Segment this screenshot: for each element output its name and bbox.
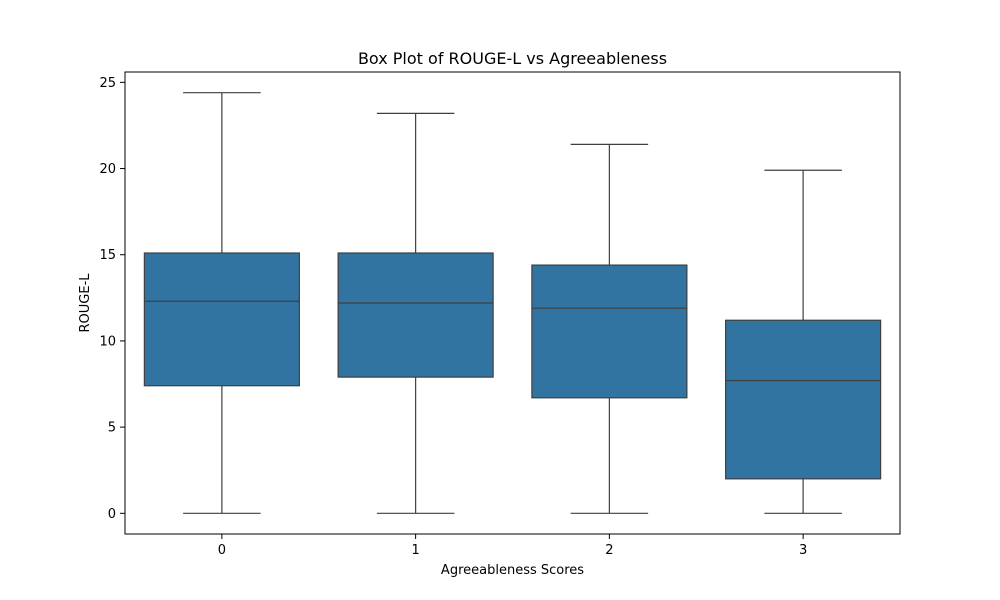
box-group-3 <box>725 169 882 514</box>
y-axis-ticks: 0 5 10 15 20 25 <box>99 76 125 522</box>
box-group-1 <box>337 112 494 514</box>
box-0 <box>143 252 300 387</box>
x-tick-label: 0 <box>218 543 226 558</box>
y-tick-label: 5 <box>108 421 116 436</box>
boxes-layer <box>143 92 882 514</box>
plot-frame <box>124 71 901 535</box>
box-3 <box>725 319 882 480</box>
box-1 <box>337 252 494 378</box>
y-tick-label: 20 <box>99 162 116 177</box>
y-tick-label: 15 <box>99 248 116 263</box>
box-2 <box>531 264 688 399</box>
x-tick-label: 3 <box>799 543 807 558</box>
box-group-2 <box>531 143 688 514</box>
x-axis-label: Agreeableness Scores <box>441 563 584 578</box>
y-tick-label: 10 <box>99 334 116 349</box>
x-tick-label: 2 <box>605 543 613 558</box>
box-group-0 <box>143 92 300 514</box>
y-tick-label: 25 <box>99 76 116 91</box>
chart-title: Box Plot of ROUGE-L vs Agreeableness <box>358 49 667 68</box>
y-axis-label: ROUGE-L <box>78 273 93 333</box>
x-tick-label: 1 <box>411 543 419 558</box>
y-tick-label: 0 <box>108 507 116 522</box>
x-axis-ticks: 0 1 2 3 <box>218 534 807 558</box>
